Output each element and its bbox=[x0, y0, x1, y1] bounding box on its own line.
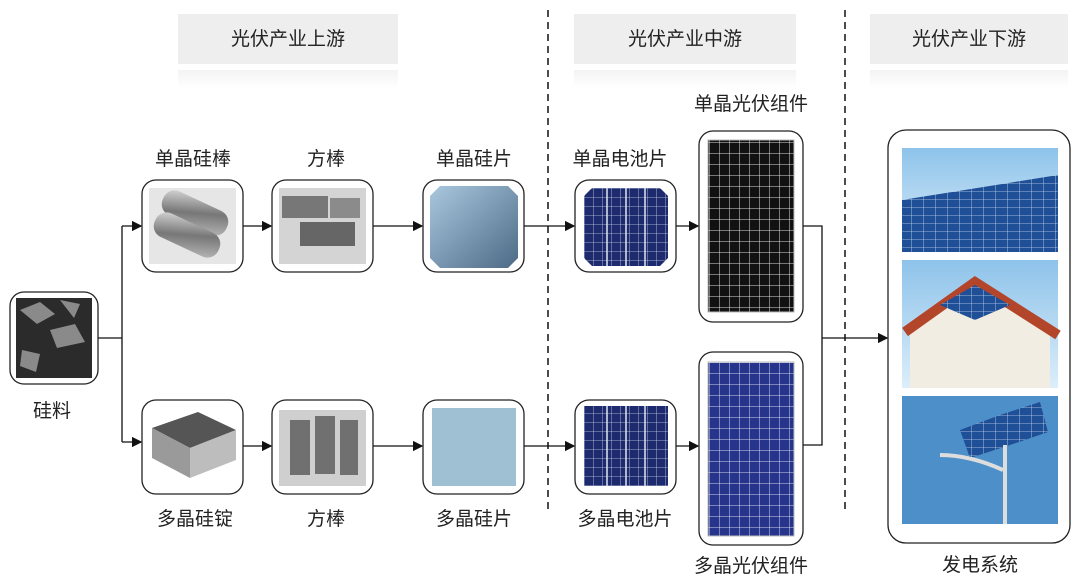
node-mono-cell bbox=[574, 179, 677, 273]
node-label: 多晶光伏组件 bbox=[694, 555, 808, 577]
node-mono-wafer bbox=[422, 179, 525, 273]
node-silicon bbox=[9, 291, 99, 385]
node-multi-wafer bbox=[422, 399, 525, 495]
connectors bbox=[98, 220, 889, 452]
header-downstream: 光伏产业下游 bbox=[912, 28, 1026, 50]
node-label: 方棒 bbox=[307, 508, 345, 530]
node-label: 发电系统 bbox=[942, 554, 1018, 576]
node-multi-cell bbox=[574, 399, 677, 495]
node-label: 单晶光伏组件 bbox=[694, 93, 808, 115]
node-power-system bbox=[887, 129, 1071, 544]
header-bars bbox=[178, 14, 1068, 88]
node-mono-ingot bbox=[141, 179, 244, 273]
node-label: 单晶硅棒 bbox=[155, 148, 231, 170]
node-mono-module bbox=[698, 130, 804, 323]
node-label: 单晶硅片 bbox=[436, 148, 512, 170]
node-label: 单晶电池片 bbox=[572, 148, 667, 170]
node-multi-module bbox=[698, 351, 804, 546]
node-multi-ingot bbox=[141, 399, 244, 495]
node-label: 多晶硅片 bbox=[436, 508, 512, 530]
node-multi-square bbox=[271, 399, 374, 495]
header-midstream: 光伏产业中游 bbox=[628, 28, 742, 50]
node-label: 方棒 bbox=[307, 148, 345, 170]
header-upstream: 光伏产业上游 bbox=[231, 28, 345, 50]
node-label: 多晶电池片 bbox=[577, 508, 672, 530]
node-label: 多晶硅锭 bbox=[157, 508, 233, 530]
node-mono-square bbox=[271, 179, 374, 273]
node-label: 硅料 bbox=[33, 400, 71, 422]
